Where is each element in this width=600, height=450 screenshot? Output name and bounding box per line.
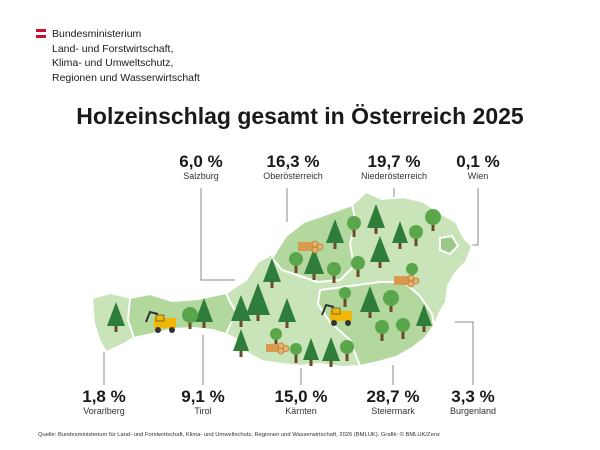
ministry-name: Bundesministerium Land- und Forstwirtsch… <box>52 27 200 85</box>
log-pile-icon <box>394 274 420 288</box>
stat-niederoesterreich: 19,7 % Niederösterreich <box>339 152 449 182</box>
deciduous-tree-icon <box>182 307 198 329</box>
stat-steiermark: 28,7 % Steiermark <box>338 387 448 417</box>
stat-state-name: Oberösterreich <box>263 171 323 181</box>
source-footer: Quelle: Bundesministerium für Land- und … <box>38 432 440 438</box>
stat-percent: 16,3 % <box>266 152 320 171</box>
conifer-tree-icon <box>278 298 296 328</box>
ministry-line: Klima- und Umweltschutz, <box>52 57 174 69</box>
conifer-tree-icon <box>360 286 380 318</box>
conifer-tree-icon <box>107 302 125 332</box>
stat-percent: 0,1 % <box>456 152 500 171</box>
conifer-tree-icon <box>231 295 251 327</box>
stat-percent: 28,7 % <box>366 387 420 406</box>
flag-stripe-bottom <box>36 35 46 38</box>
deciduous-trees <box>182 209 441 363</box>
stat-percent: 3,3 % <box>451 387 495 406</box>
deciduous-tree-icon <box>347 216 361 237</box>
ministry-line: Bundesministerium <box>52 28 142 40</box>
deciduous-tree-icon <box>351 256 365 277</box>
stat-state-name: Vorarlberg <box>83 406 125 416</box>
conifer-tree-icon <box>303 338 319 366</box>
harvester-icon <box>145 310 176 333</box>
stat-percent: 19,7 % <box>367 152 421 171</box>
ministry-line: Regionen und Wasserwirtschaft <box>52 71 200 84</box>
log-pile-icon <box>298 240 324 254</box>
conifer-trees <box>107 204 432 367</box>
deciduous-tree-icon <box>289 252 303 273</box>
conifer-tree-icon <box>392 221 408 249</box>
stat-state-name: Tirol <box>194 406 212 416</box>
leader-wien <box>462 188 479 246</box>
conifer-tree-icon <box>304 248 324 280</box>
deciduous-tree-icon <box>339 287 351 307</box>
austria-flag-icon <box>36 29 46 38</box>
stat-state-name: Burgenland <box>449 406 497 416</box>
conifer-tree-icon <box>246 283 270 321</box>
stat-percent: 15,0 % <box>274 387 328 406</box>
deciduous-tree-icon <box>327 262 341 283</box>
stat-percent: 6,0 % <box>179 152 223 171</box>
leader-salzburg <box>200 188 235 281</box>
deciduous-tree-icon <box>290 343 302 363</box>
log-pile-icon <box>266 342 290 355</box>
conifer-tree-icon <box>233 329 249 357</box>
page-title: Holzeinschlag gesamt in Österreich 2025 <box>76 103 524 129</box>
stat-state-name: Niederösterreich <box>360 171 428 181</box>
region-tirol <box>126 291 238 340</box>
stat-tirol: 9,1 % Tirol <box>148 387 258 417</box>
leader-burgenland <box>455 321 474 385</box>
conifer-tree-icon <box>195 298 213 328</box>
stat-percent: 9,1 % <box>181 387 225 406</box>
deciduous-tree-icon <box>383 290 399 312</box>
deciduous-tree-icon <box>340 340 354 361</box>
stat-salzburg: 6,0 % Salzburg <box>146 152 256 182</box>
stat-vorarlberg: 1,8 % Vorarlberg <box>49 387 159 417</box>
ministry-line: Land- und Forstwirtschaft, <box>52 42 174 55</box>
deciduous-tree-icon <box>409 225 423 246</box>
stat-state-name: Salzburg <box>183 171 219 181</box>
flag-stripe-middle <box>36 32 46 35</box>
flag-stripe-top <box>36 29 46 32</box>
stat-wien: 0,1 % Wien <box>423 152 533 182</box>
harvester-icon <box>321 303 352 326</box>
deciduous-tree-icon <box>425 209 441 231</box>
stat-oberoesterreich: 16,3 % Oberösterreich <box>238 152 348 182</box>
region-wien <box>439 234 460 256</box>
conifer-tree-icon <box>367 204 385 234</box>
stat-state-name: Steiermark <box>371 406 415 416</box>
conifer-tree-icon <box>322 337 340 367</box>
conifer-tree-icon <box>370 236 390 268</box>
stat-state-name: Kärnten <box>285 406 317 416</box>
deciduous-tree-icon <box>270 328 282 348</box>
deciduous-tree-icon <box>396 318 410 339</box>
conifer-tree-icon <box>326 219 344 249</box>
stat-percent: 1,8 % <box>82 387 126 406</box>
deciduous-tree-icon <box>375 320 389 341</box>
stat-kaernten: 15,0 % Kärnten <box>246 387 356 417</box>
stat-burgenland: 3,3 % Burgenland <box>418 387 528 417</box>
stat-state-name: Wien <box>467 171 489 181</box>
conifer-tree-icon <box>263 258 281 288</box>
conifer-tree-icon <box>416 304 432 332</box>
